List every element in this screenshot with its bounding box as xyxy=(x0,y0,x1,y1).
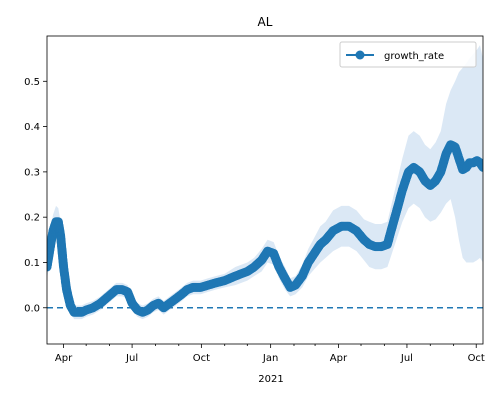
x-axis-label: 2021 xyxy=(258,374,283,385)
plot-frame xyxy=(46,35,484,345)
x-tick-label: Jan xyxy=(262,353,278,364)
y-tick-label: 0.0 xyxy=(24,303,40,314)
y-tick-label: 0.5 xyxy=(24,77,40,88)
legend-box xyxy=(339,41,477,68)
data-point xyxy=(478,162,483,172)
x-tick-label: Jul xyxy=(400,353,413,364)
plot-area xyxy=(47,45,483,320)
y-tick-label: 0.2 xyxy=(24,213,40,224)
y-tick-label: 0.4 xyxy=(24,122,40,133)
legend-swatch-marker xyxy=(355,50,365,60)
y-tick-label: 0.1 xyxy=(24,258,40,269)
chart-title: AL xyxy=(258,15,273,29)
x-axis: Apr Jul Oct Jan Apr Jul Oct xyxy=(55,344,485,364)
legend: growth_rate xyxy=(339,41,477,68)
x-tick-label: Oct xyxy=(193,353,210,364)
x-tick-label: Oct xyxy=(468,353,485,364)
x-tick-label: Apr xyxy=(55,353,73,364)
y-tick-label: 0.3 xyxy=(24,167,40,178)
x-tick-label: Jul xyxy=(125,353,138,364)
growth-rate-markers xyxy=(47,140,483,317)
x-tick-label: Apr xyxy=(330,353,348,364)
y-axis: 0.0 0.1 0.2 0.3 0.4 0.5 xyxy=(24,77,47,314)
legend-entry-growth-rate: growth_rate xyxy=(384,51,444,62)
